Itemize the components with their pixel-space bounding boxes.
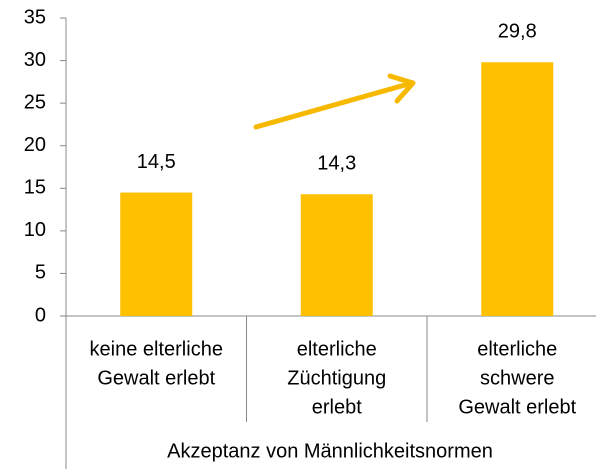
x-tick-label: Züchtigung [287,367,386,389]
y-tick-label: 35 [24,6,46,28]
trend-arrow [253,73,416,130]
x-tick-label: elterliche [297,338,377,360]
y-tick-label: 15 [24,177,46,199]
x-tick-label: schwere [480,367,554,389]
y-tick-label: 5 [35,262,46,284]
bar [481,62,554,316]
x-tick-label: Gewalt erlebt [97,367,215,389]
x-tick-label: erlebt [312,396,362,418]
bar [120,192,193,316]
x-axis-label: Akzeptanz von Männlichkeitsnormen [167,440,493,462]
value-label: 14,5 [137,151,176,173]
x-tick-label: Gewalt erlebt [458,396,576,418]
x-tick-label: keine elterliche [90,338,223,360]
y-tick-label: 30 [24,49,46,71]
value-label: 14,3 [317,153,356,175]
y-tick-label: 0 [35,304,46,326]
y-tick-label: 25 [24,91,46,113]
value-label: 29,8 [498,21,537,43]
y-tick-label: 10 [24,219,46,241]
bar [300,194,373,316]
y-tick-label: 20 [24,134,46,156]
x-tick-label: elterliche [477,338,557,360]
